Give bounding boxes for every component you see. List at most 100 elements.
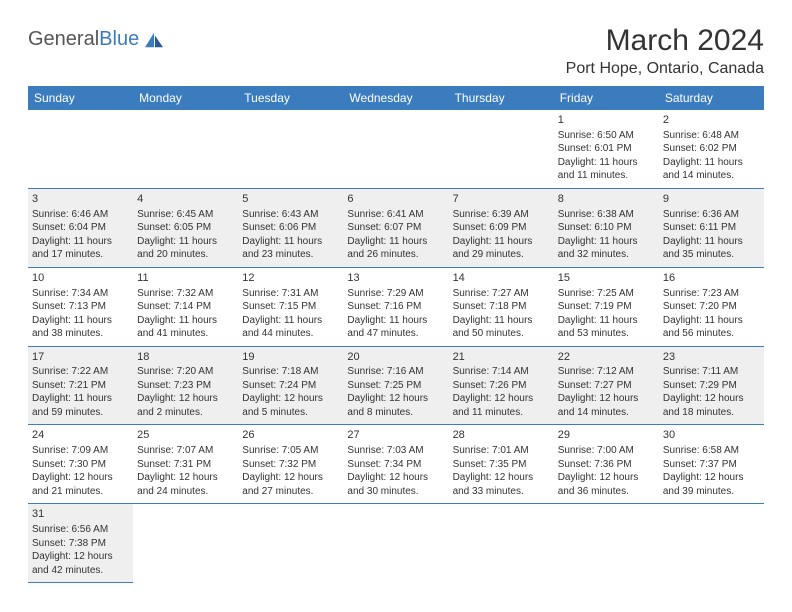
day-number: 30 [663, 428, 760, 443]
calendar-cell [133, 110, 238, 188]
calendar-table: SundayMondayTuesdayWednesdayThursdayFrid… [28, 86, 764, 583]
sunset-line: Sunset: 6:06 PM [242, 221, 339, 235]
calendar-cell: 13Sunrise: 7:29 AMSunset: 7:16 PMDayligh… [343, 267, 448, 346]
daylight-line: Daylight: 12 hours and 24 minutes. [137, 471, 234, 498]
sunset-line: Sunset: 6:07 PM [347, 221, 444, 235]
calendar-cell: 21Sunrise: 7:14 AMSunset: 7:26 PMDayligh… [449, 346, 554, 425]
sunset-line: Sunset: 7:13 PM [32, 300, 129, 314]
day-number: 9 [663, 192, 760, 207]
sunrise-line: Sunrise: 7:32 AM [137, 287, 234, 301]
header: GeneralBlue March 2024 Port Hope, Ontari… [28, 24, 764, 78]
calendar-cell: 7Sunrise: 6:39 AMSunset: 6:09 PMDaylight… [449, 188, 554, 267]
calendar-head: SundayMondayTuesdayWednesdayThursdayFrid… [28, 86, 764, 110]
calendar-cell [554, 504, 659, 583]
sunrise-line: Sunrise: 7:05 AM [242, 444, 339, 458]
sunrise-line: Sunrise: 7:27 AM [453, 287, 550, 301]
sunset-line: Sunset: 7:16 PM [347, 300, 444, 314]
sunrise-line: Sunrise: 7:00 AM [558, 444, 655, 458]
sunrise-line: Sunrise: 6:39 AM [453, 208, 550, 222]
sunrise-line: Sunrise: 7:16 AM [347, 365, 444, 379]
calendar-body: 1Sunrise: 6:50 AMSunset: 6:01 PMDaylight… [28, 110, 764, 583]
day-number: 27 [347, 428, 444, 443]
calendar-cell [238, 504, 343, 583]
sunrise-line: Sunrise: 7:29 AM [347, 287, 444, 301]
calendar-cell: 9Sunrise: 6:36 AMSunset: 6:11 PMDaylight… [659, 188, 764, 267]
sunrise-line: Sunrise: 6:56 AM [32, 523, 129, 537]
day-number: 21 [453, 350, 550, 365]
calendar-cell: 10Sunrise: 7:34 AMSunset: 7:13 PMDayligh… [28, 267, 133, 346]
daylight-line: Daylight: 12 hours and 36 minutes. [558, 471, 655, 498]
weekday-header: Friday [554, 86, 659, 110]
day-number: 14 [453, 271, 550, 286]
sunset-line: Sunset: 7:34 PM [347, 458, 444, 472]
calendar-cell: 18Sunrise: 7:20 AMSunset: 7:23 PMDayligh… [133, 346, 238, 425]
calendar-cell: 24Sunrise: 7:09 AMSunset: 7:30 PMDayligh… [28, 425, 133, 504]
sunset-line: Sunset: 7:32 PM [242, 458, 339, 472]
sunrise-line: Sunrise: 7:18 AM [242, 365, 339, 379]
day-number: 11 [137, 271, 234, 286]
calendar-cell [449, 504, 554, 583]
sunset-line: Sunset: 7:23 PM [137, 379, 234, 393]
calendar-cell: 20Sunrise: 7:16 AMSunset: 7:25 PMDayligh… [343, 346, 448, 425]
sunrise-line: Sunrise: 6:41 AM [347, 208, 444, 222]
calendar-cell: 16Sunrise: 7:23 AMSunset: 7:20 PMDayligh… [659, 267, 764, 346]
logo: GeneralBlue [28, 28, 165, 51]
daylight-line: Daylight: 11 hours and 26 minutes. [347, 235, 444, 262]
day-number: 13 [347, 271, 444, 286]
day-number: 24 [32, 428, 129, 443]
daylight-line: Daylight: 11 hours and 41 minutes. [137, 314, 234, 341]
sunrise-line: Sunrise: 7:03 AM [347, 444, 444, 458]
sunset-line: Sunset: 7:36 PM [558, 458, 655, 472]
sunrise-line: Sunrise: 7:22 AM [32, 365, 129, 379]
sunrise-line: Sunrise: 6:38 AM [558, 208, 655, 222]
sunset-line: Sunset: 7:38 PM [32, 537, 129, 551]
daylight-line: Daylight: 11 hours and 35 minutes. [663, 235, 760, 262]
calendar-cell: 12Sunrise: 7:31 AMSunset: 7:15 PMDayligh… [238, 267, 343, 346]
sunrise-line: Sunrise: 7:14 AM [453, 365, 550, 379]
sunrise-line: Sunrise: 6:46 AM [32, 208, 129, 222]
sail-icon [143, 31, 165, 49]
day-number: 23 [663, 350, 760, 365]
sunrise-line: Sunrise: 6:48 AM [663, 129, 760, 143]
daylight-line: Daylight: 11 hours and 56 minutes. [663, 314, 760, 341]
calendar-cell: 3Sunrise: 6:46 AMSunset: 6:04 PMDaylight… [28, 188, 133, 267]
day-number: 22 [558, 350, 655, 365]
calendar-cell [659, 504, 764, 583]
daylight-line: Daylight: 12 hours and 5 minutes. [242, 392, 339, 419]
sunset-line: Sunset: 7:21 PM [32, 379, 129, 393]
calendar-cell [28, 110, 133, 188]
daylight-line: Daylight: 11 hours and 47 minutes. [347, 314, 444, 341]
daylight-line: Daylight: 12 hours and 42 minutes. [32, 550, 129, 577]
day-number: 19 [242, 350, 339, 365]
calendar-cell [343, 110, 448, 188]
calendar-cell: 5Sunrise: 6:43 AMSunset: 6:06 PMDaylight… [238, 188, 343, 267]
sunset-line: Sunset: 7:19 PM [558, 300, 655, 314]
day-number: 18 [137, 350, 234, 365]
month-title: March 2024 [566, 24, 764, 58]
day-number: 6 [347, 192, 444, 207]
calendar-cell: 15Sunrise: 7:25 AMSunset: 7:19 PMDayligh… [554, 267, 659, 346]
sunrise-line: Sunrise: 7:25 AM [558, 287, 655, 301]
weekday-header: Wednesday [343, 86, 448, 110]
daylight-line: Daylight: 12 hours and 27 minutes. [242, 471, 339, 498]
sunrise-line: Sunrise: 7:09 AM [32, 444, 129, 458]
sunset-line: Sunset: 6:10 PM [558, 221, 655, 235]
sunset-line: Sunset: 7:20 PM [663, 300, 760, 314]
sunset-line: Sunset: 7:18 PM [453, 300, 550, 314]
day-number: 4 [137, 192, 234, 207]
calendar-cell [238, 110, 343, 188]
sunrise-line: Sunrise: 7:01 AM [453, 444, 550, 458]
daylight-line: Daylight: 11 hours and 53 minutes. [558, 314, 655, 341]
sunset-line: Sunset: 7:27 PM [558, 379, 655, 393]
calendar-cell: 27Sunrise: 7:03 AMSunset: 7:34 PMDayligh… [343, 425, 448, 504]
sunrise-line: Sunrise: 6:50 AM [558, 129, 655, 143]
sunrise-line: Sunrise: 7:34 AM [32, 287, 129, 301]
calendar-cell: 14Sunrise: 7:27 AMSunset: 7:18 PMDayligh… [449, 267, 554, 346]
weekday-header: Thursday [449, 86, 554, 110]
daylight-line: Daylight: 12 hours and 18 minutes. [663, 392, 760, 419]
calendar-row: 24Sunrise: 7:09 AMSunset: 7:30 PM Dayligh… [28, 425, 764, 504]
sunset-line: Sunset: 7:30 PM [32, 458, 129, 472]
calendar-cell: 8Sunrise: 6:38 AMSunset: 6:10 PMDaylight… [554, 188, 659, 267]
calendar-cell: 29Sunrise: 7:00 AMSunset: 7:36 PMDayligh… [554, 425, 659, 504]
sunrise-line: Sunrise: 6:36 AM [663, 208, 760, 222]
